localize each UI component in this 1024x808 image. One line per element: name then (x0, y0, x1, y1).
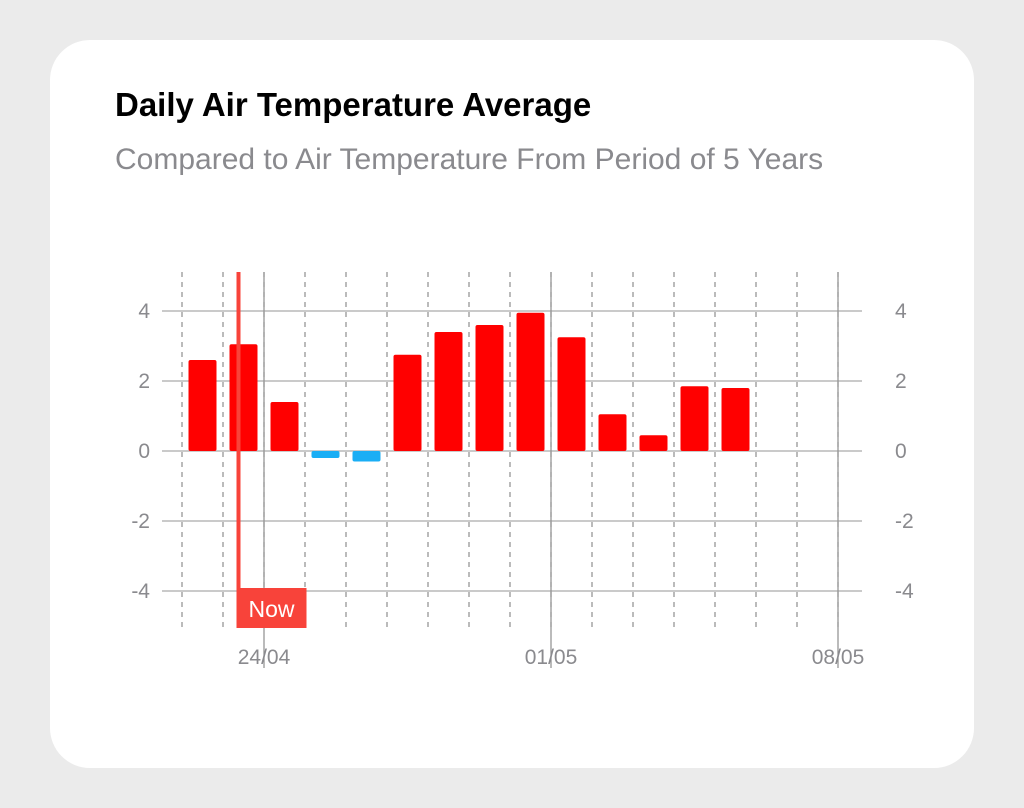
bar-28/04[interactable] (434, 332, 463, 451)
y-tick-labels-right: 4 2 0 -2 -4 (895, 300, 914, 603)
x-tick-labels: 24/04 01/05 08/05 (238, 646, 865, 669)
chart-subtitle: Compared to Air Temperature From Period … (115, 143, 824, 176)
x-tick-label: 01/05 (525, 646, 578, 669)
x-tick-label: 24/04 (238, 646, 291, 669)
y-tick-label: 4 (895, 300, 907, 323)
y-tick-label: 2 (895, 370, 907, 393)
y-tick-label: -2 (131, 510, 150, 533)
y-tick-label: 2 (138, 370, 150, 393)
chart-title: Daily Air Temperature Average (115, 86, 592, 123)
y-tick-label: -4 (131, 580, 150, 603)
x-tick-label: 08/05 (812, 646, 865, 669)
bar-05/05[interactable] (721, 388, 750, 451)
bar-03/05[interactable] (639, 435, 668, 451)
now-marker-badge (236, 588, 307, 628)
y-gridlines (162, 310, 862, 592)
bar-27/04[interactable] (393, 354, 422, 451)
bar-23/04[interactable] (229, 344, 258, 451)
y-tick-label: -2 (895, 510, 914, 533)
y-tick-label: 0 (895, 440, 907, 463)
bars (188, 312, 750, 462)
bar-01/05[interactable] (557, 337, 586, 451)
y-tick-labels-left: 4 2 0 -2 -4 (131, 300, 150, 603)
y-tick-label: -4 (895, 580, 914, 603)
bar-04/05[interactable] (680, 386, 709, 451)
bar-30/04[interactable] (516, 312, 545, 451)
bar-02/05[interactable] (598, 414, 627, 451)
bar-24/04[interactable] (270, 402, 299, 451)
now-marker-label: Now (248, 596, 294, 622)
y-tick-label: 4 (138, 300, 150, 323)
y-tick-label: 0 (138, 440, 150, 463)
bar-25/04[interactable] (311, 451, 340, 458)
bar-22/04[interactable] (188, 360, 217, 451)
bar-26/04[interactable] (352, 451, 381, 462)
now-marker: Now (236, 272, 307, 628)
bar-29/04[interactable] (475, 325, 504, 451)
